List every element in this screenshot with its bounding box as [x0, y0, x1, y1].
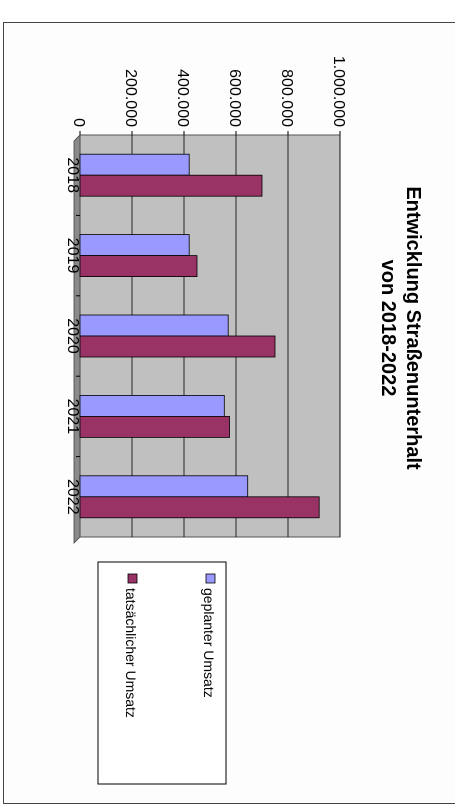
- legend-label-geplant: geplanter Umsatz: [201, 588, 217, 698]
- bar-tatsaechlich-2022: [79, 496, 320, 519]
- legend-swatch-tatsaechlich: [127, 573, 138, 584]
- plot-area: [73, 134, 341, 544]
- bar-tatsaechlich-2018: [79, 174, 263, 197]
- bar-geplant-2020: [79, 314, 229, 337]
- value-tick-label: 1.000.000: [330, 56, 347, 127]
- value-tick-label: 0: [70, 118, 87, 127]
- category-label: 2022: [64, 479, 81, 515]
- chart-title: Entwicklung Straßenunterhalt: [402, 186, 424, 470]
- bar-tatsaechlich-2019: [79, 255, 198, 278]
- value-tick-label: 800.000: [278, 69, 295, 127]
- value-tick-label: 200.000: [122, 69, 139, 127]
- legend-box: [97, 561, 227, 785]
- bar-tatsaechlich-2020: [79, 335, 276, 358]
- bar-geplant-2021: [79, 394, 225, 417]
- value-tick-label: 600.000: [226, 69, 243, 127]
- bar-geplant-2022: [79, 475, 249, 498]
- value-tick-label: 400.000: [174, 69, 191, 127]
- value-axis: 0 200.000 400.000 600.000 800.000 1.000.000: [70, 56, 347, 135]
- plot-floor: [73, 134, 81, 544]
- category-label: 2020: [64, 318, 81, 354]
- bar-geplant-2019: [79, 234, 190, 257]
- legend: geplanter Umsatz tatsächlicher Umsatz: [97, 561, 227, 785]
- category-label: 2018: [64, 157, 81, 193]
- chart-subtitle: von 2018-2022: [377, 260, 399, 397]
- bar-tatsaechlich-2021: [79, 415, 230, 438]
- legend-label-tatsaechlich: tatsächlicher Umsatz: [123, 588, 139, 718]
- bar-geplant-2018: [79, 153, 190, 176]
- category-axis: 2018 2019 2020 2021 2022: [64, 157, 81, 514]
- category-label: 2021: [64, 399, 81, 435]
- legend-swatch-geplant: [205, 573, 216, 584]
- category-label: 2019: [64, 238, 81, 274]
